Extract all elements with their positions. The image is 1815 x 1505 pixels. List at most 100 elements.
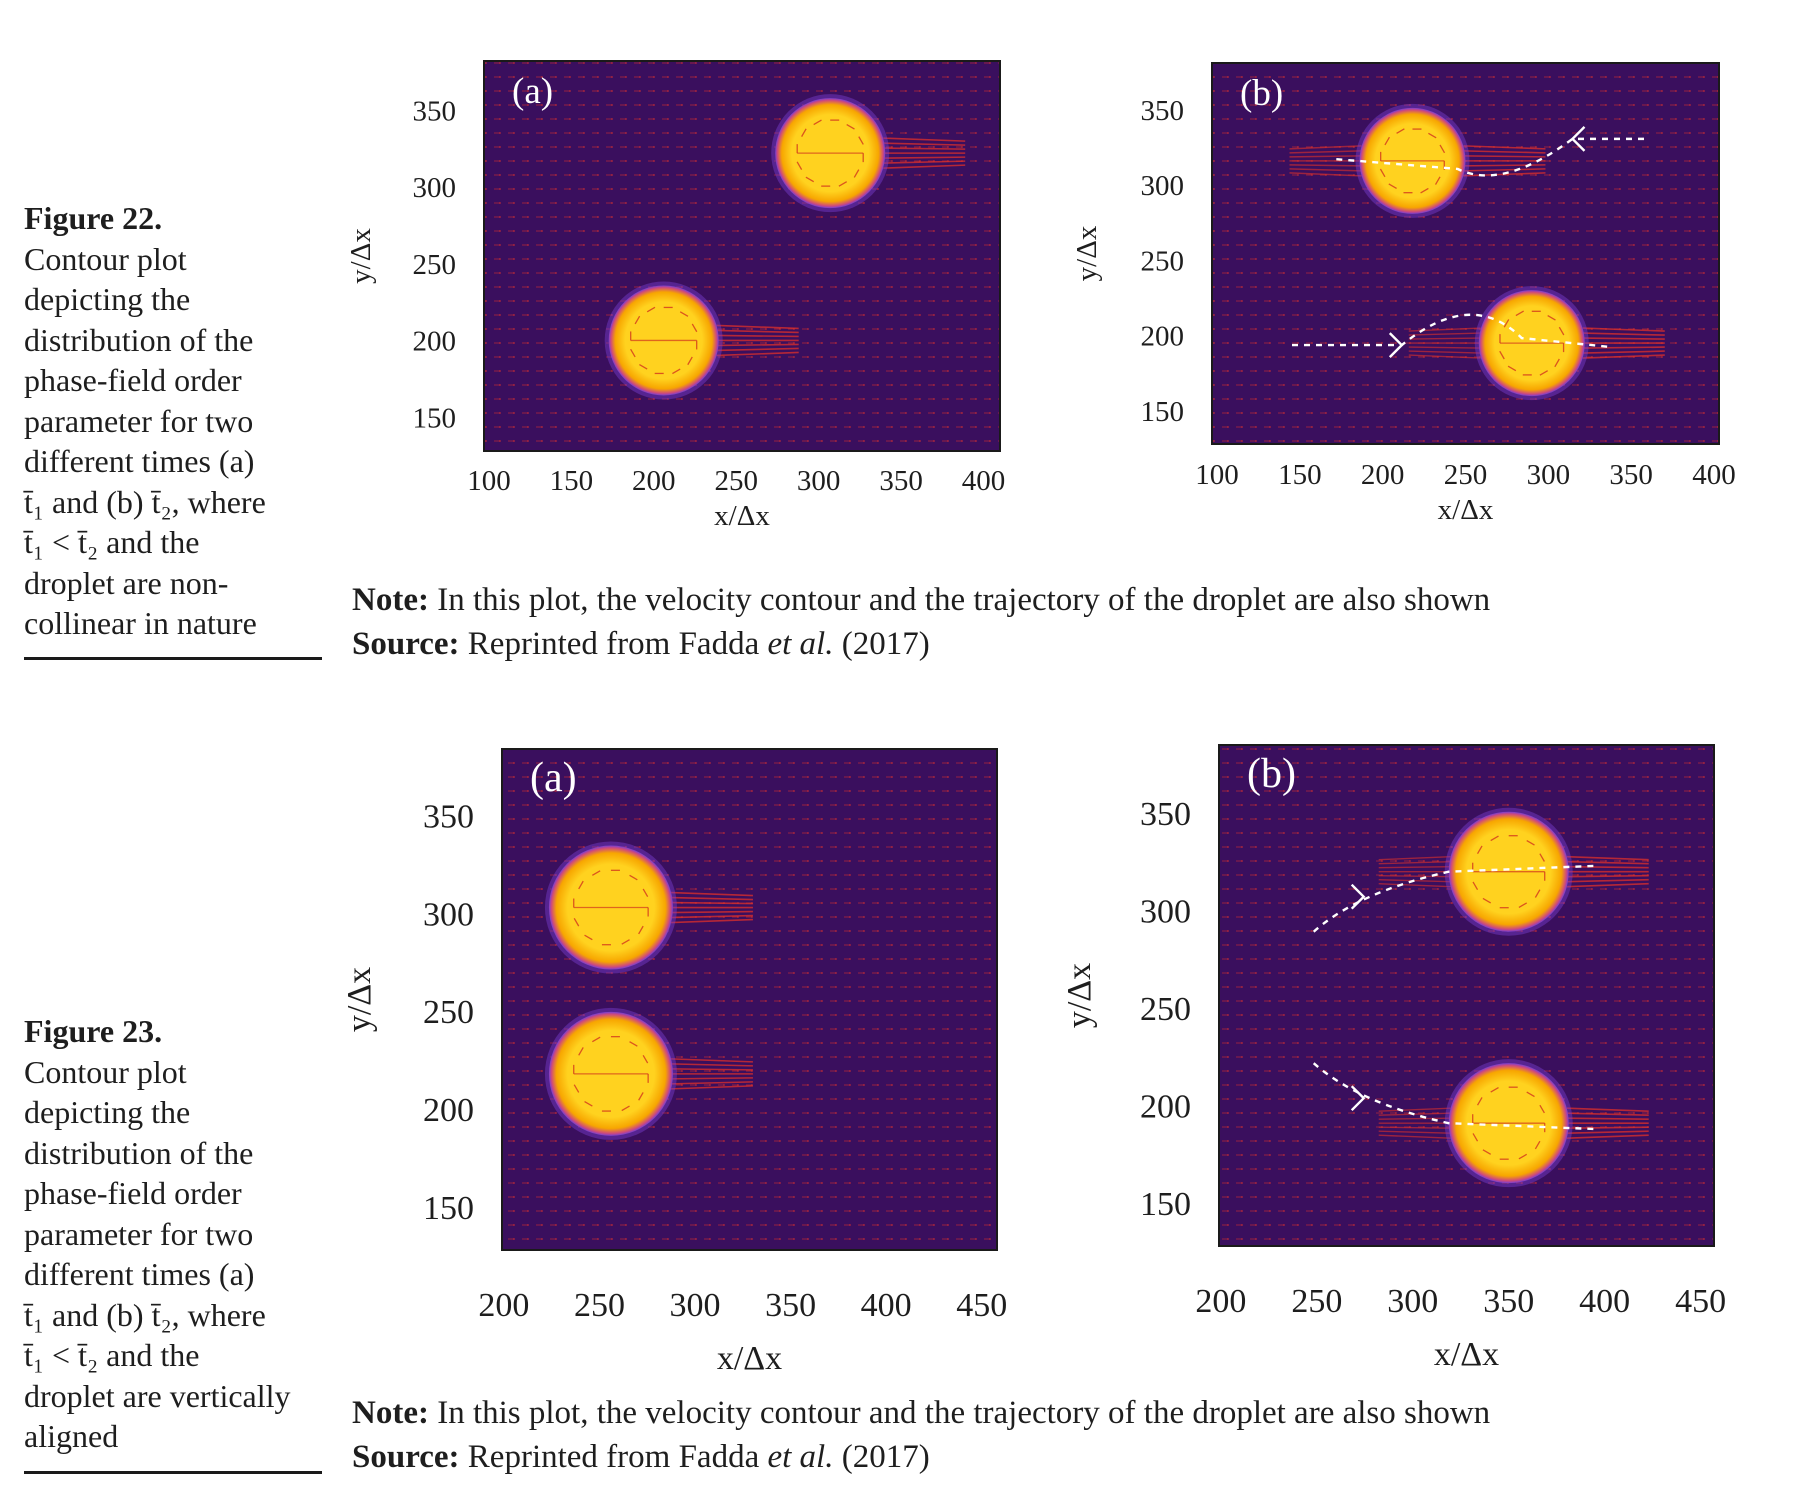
- caption-line: phase-field order: [24, 1175, 242, 1211]
- y-axis-label: y/Δx: [341, 967, 378, 1032]
- note-text: In this plot, the velocity contour and t…: [428, 1395, 1491, 1431]
- figure-23-notes: Note: In this plot, the velocity contour…: [352, 1391, 1792, 1479]
- x-tick-label: 300: [1387, 1283, 1438, 1320]
- source-line: Source: Reprinted from Fadda et al. (201…: [352, 622, 1792, 666]
- panel-a-plot: (a) 200 250 300 350 400 450 150 200 250 300 350 x/Δx…: [341, 748, 1007, 1377]
- y-tick-label: 150: [1140, 1186, 1191, 1223]
- droplet-internal-flow: [573, 1036, 649, 1112]
- x-tick-label: 300: [1527, 459, 1571, 491]
- panel-label: (a): [530, 755, 577, 801]
- droplet-internal-flow: [1499, 310, 1565, 376]
- figure-22-plots: (a) 100 150 200 250 300 350 400 150 200 250 300 350 x…: [345, 60, 1736, 532]
- caption-line: parameter for two: [24, 402, 254, 439]
- x-tick-label: 300: [797, 465, 841, 497]
- y-axis-label: y/Δx: [1061, 963, 1098, 1028]
- x-axis-label: x/Δx: [1438, 494, 1494, 526]
- y-tick-label: 350: [1141, 95, 1185, 127]
- source-italic: et al.: [767, 626, 834, 662]
- caption-line: droplet are non-: [24, 564, 229, 601]
- source-italic: et al.: [767, 1439, 834, 1475]
- x-tick-label: 200: [478, 1287, 529, 1324]
- velocity-wake: [670, 891, 753, 924]
- caption-line: Contour plot: [24, 240, 187, 277]
- droplet-trajectory: [1312, 864, 1599, 1131]
- caption-line: t̄₁ < t̄₂ and the: [24, 1337, 200, 1373]
- x-tick-label: 100: [1195, 459, 1239, 491]
- x-tick-label: 400: [1579, 1283, 1630, 1320]
- x-tick-label: 450: [956, 1287, 1007, 1324]
- y-tick-label: 200: [1141, 321, 1185, 353]
- y-tick-label: 250: [423, 994, 474, 1031]
- caption-rule: [24, 657, 322, 660]
- note-line: Note: In this plot, the velocity contour…: [352, 578, 1792, 622]
- x-tick-label: 200: [632, 465, 676, 497]
- figure-22-label: Figure 22.: [24, 200, 163, 236]
- source-year: (2017): [833, 1439, 930, 1475]
- velocity-vector-field: [502, 749, 997, 1250]
- x-tick-label: 250: [1444, 459, 1488, 491]
- y-tick-label: 150: [413, 402, 457, 434]
- note-label: Note:: [352, 582, 429, 618]
- caption-rule: [24, 1471, 322, 1474]
- x-tick-label: 250: [1291, 1283, 1342, 1320]
- y-axis-label: y/Δx: [1071, 225, 1103, 281]
- velocity-wake: [716, 324, 799, 357]
- note-text: In this plot, the velocity contour and t…: [428, 582, 1491, 618]
- x-tick-label: 200: [1195, 1283, 1246, 1320]
- plot-frame: [1211, 62, 1720, 445]
- source-line: Source: Reprinted from Fadda et al. (201…: [352, 1435, 1792, 1479]
- panel-label: (a): [512, 71, 553, 112]
- caption-line: t̄₁ and (b) t̄₂, where: [24, 483, 266, 520]
- droplet-internal-flow: [1379, 128, 1446, 194]
- note-label: Note:: [352, 1395, 429, 1431]
- trajectory-arrow: [1388, 332, 1404, 358]
- y-tick-label: 350: [423, 798, 474, 835]
- y-tick-label: 300: [1141, 170, 1185, 202]
- x-tick-label: 150: [550, 465, 594, 497]
- trajectory-arrow: [1570, 126, 1586, 152]
- figure-23: Figure 23. Contour plot depicting the di…: [0, 700, 1815, 1505]
- x-tick-label: 350: [1609, 459, 1653, 491]
- trajectory-arrow: [1350, 883, 1366, 910]
- plot-frame: [483, 60, 1001, 452]
- caption-line: depicting the: [24, 281, 191, 317]
- x-tick-label: 400: [861, 1287, 912, 1324]
- y-tick-label: 250: [1141, 245, 1185, 277]
- y-tick-label: 200: [413, 326, 457, 358]
- x-tick-label: 200: [1361, 459, 1405, 491]
- figure-22: Figure 22. Contour plot depicting the di…: [0, 0, 1815, 700]
- x-tick-label: 250: [714, 465, 758, 497]
- caption-line: distribution of the: [24, 321, 254, 358]
- x-tick-label: 300: [670, 1287, 721, 1324]
- x-axis-label: x/Δx: [1434, 1336, 1499, 1373]
- y-tick-label: 250: [1140, 991, 1191, 1028]
- caption-line: t̄₁ and (b) t̄₂, where: [24, 1296, 266, 1333]
- caption-line: different times (a): [24, 1256, 255, 1292]
- velocity-wake: [1408, 327, 1665, 359]
- velocity-wake: [1378, 855, 1649, 888]
- y-tick-label: 200: [1140, 1089, 1191, 1126]
- y-tick-label: 300: [423, 896, 474, 933]
- x-tick-label: 350: [879, 465, 923, 497]
- panel-b-plot: (b) 100 150 200 250 300 350 400 150 200 250 300 350 x…: [1071, 62, 1736, 526]
- note-line: Note: In this plot, the velocity contour…: [352, 1391, 1792, 1435]
- y-tick-label: 350: [1140, 796, 1191, 833]
- caption-line: droplet are vertically: [24, 1377, 291, 1414]
- x-axis-label: x/Δx: [717, 1340, 782, 1377]
- velocity-vector-field: [1212, 63, 1719, 444]
- droplet-internal-flow: [573, 869, 649, 946]
- y-tick-label: 350: [413, 95, 457, 127]
- x-tick-label: 350: [1483, 1283, 1534, 1320]
- figure-22-notes: Note: In this plot, the velocity contour…: [352, 578, 1792, 666]
- source-text: Reprinted from Fadda: [459, 1439, 768, 1475]
- caption-line: Contour plot: [24, 1053, 187, 1090]
- y-tick-label: 150: [1141, 396, 1185, 428]
- droplet-internal-flow: [630, 306, 698, 375]
- plot-frame: [501, 748, 998, 1251]
- figure-23-label: Figure 23.: [24, 1013, 163, 1049]
- x-axis-label: x/Δx: [714, 500, 770, 532]
- caption-line: different times (a): [24, 443, 255, 479]
- y-axis-label: y/Δx: [345, 228, 377, 284]
- caption-line: distribution of the: [24, 1134, 254, 1171]
- panel-a-plot: (a) 100 150 200 250 300 350 400 150 200 250 300 350 x…: [345, 60, 1005, 532]
